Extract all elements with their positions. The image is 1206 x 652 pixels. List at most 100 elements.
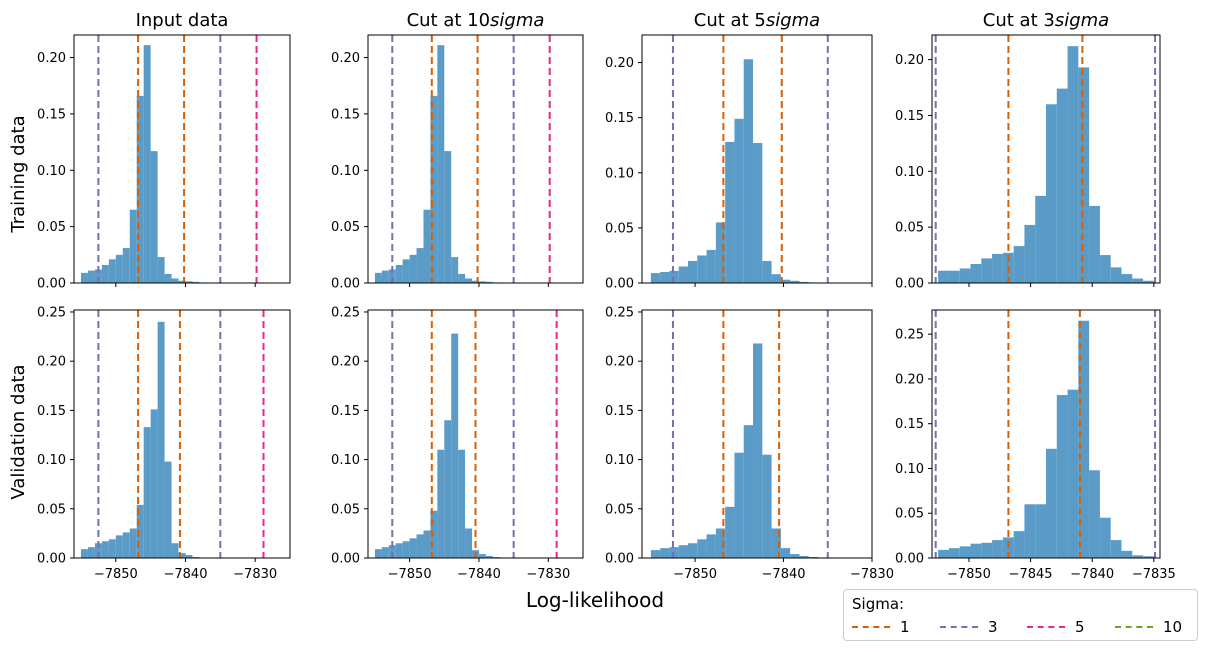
histogram-bar <box>101 541 109 558</box>
histogram-bar <box>1110 267 1122 283</box>
histogram-bar <box>115 535 123 558</box>
histogram-bar <box>185 281 193 283</box>
row-label-validation: Validation data <box>8 364 29 499</box>
y-tick-label: 0.10 <box>37 164 66 179</box>
y-tick-label: 0.10 <box>895 462 924 477</box>
histogram-bar <box>981 258 993 283</box>
histogram-bar <box>650 273 661 283</box>
histogram-bar <box>790 280 800 283</box>
histogram-bar <box>374 272 382 283</box>
histogram-bar <box>122 248 130 283</box>
histogram-bar <box>970 264 982 283</box>
histogram-bar <box>734 118 744 283</box>
histogram-bar <box>185 555 193 558</box>
histogram-bar <box>1089 205 1100 283</box>
histogram-bar <box>416 248 424 283</box>
histogram-bar <box>660 548 670 558</box>
legend-title: Sigma: <box>852 595 905 613</box>
histogram-bar <box>150 409 158 558</box>
histogram-bar <box>1056 88 1068 284</box>
histogram-bar <box>395 264 403 283</box>
histogram-bar <box>485 556 493 558</box>
x-tick-label: −7830 <box>850 567 894 582</box>
histogram-bar <box>388 545 396 558</box>
y-tick-label: 0.15 <box>37 404 66 419</box>
histogram-bar <box>122 532 130 558</box>
subplot-r1-c2: 0.00 0.05 0.10 0.15 0.20 0.25 −7850 −7840 −7830 <box>605 305 894 582</box>
histogram-bar <box>171 543 179 558</box>
subplot-title: Cut at 5sigma <box>694 10 820 31</box>
y-tick-label: 0.00 <box>605 277 634 292</box>
y-tick-label: 0.00 <box>37 277 66 292</box>
histogram-bar <box>87 547 95 558</box>
histogram-bar <box>938 549 949 558</box>
y-tick-label: 0.00 <box>895 552 924 567</box>
y-tick-label: 0.10 <box>605 453 634 468</box>
histogram-bar <box>970 543 982 558</box>
y-tick-label: 0.05 <box>37 220 66 235</box>
y-tick-label: 0.05 <box>331 220 360 235</box>
histogram-bar <box>192 281 200 283</box>
histogram-bar <box>725 506 735 558</box>
histogram-bar <box>451 333 459 558</box>
x-tick-label: −7830 <box>233 567 277 582</box>
histogram-bar <box>164 461 172 558</box>
histogram-bar <box>458 273 466 283</box>
histogram-bar <box>992 540 1003 558</box>
histogram-bar <box>1099 517 1111 558</box>
histogram-bar <box>458 449 466 558</box>
histogram-bar <box>1089 470 1100 558</box>
axes-frame <box>931 309 1161 559</box>
histogram-bar <box>706 534 716 558</box>
histogram-bar <box>715 528 726 558</box>
histogram-bar <box>790 554 800 558</box>
axes-frame <box>641 309 873 559</box>
histogram-bar <box>430 510 438 558</box>
histogram-bar <box>108 259 116 283</box>
histogram-bar <box>465 278 473 283</box>
histogram-bar <box>743 425 754 558</box>
histogram-bar <box>981 542 993 558</box>
histogram-bar <box>164 273 172 283</box>
histogram-bar <box>129 209 137 283</box>
histogram-bar <box>753 143 763 283</box>
histogram-bar <box>1013 531 1025 558</box>
y-tick-label: 0.10 <box>605 166 634 181</box>
histogram-bar <box>771 274 781 283</box>
histogram-bar <box>444 420 452 558</box>
histogram-bar <box>115 254 123 283</box>
histogram-bar <box>948 548 960 558</box>
histogram-bar <box>381 270 389 283</box>
y-tick-label: 0.20 <box>37 51 66 66</box>
histogram-bar <box>678 545 688 558</box>
histogram-bar <box>485 281 493 283</box>
histogram-bar <box>1121 274 1133 283</box>
histogram-bar <box>938 270 949 283</box>
subplot-title: Cut at 10sigma <box>407 10 545 31</box>
subplot-title: Cut at 3sigma <box>983 10 1109 31</box>
histogram-bar <box>478 554 486 558</box>
x-tick-label: −7840 <box>1070 567 1114 582</box>
y-tick-label: 0.05 <box>605 502 634 517</box>
histogram-bar <box>706 249 716 283</box>
histogram-bar <box>697 539 707 558</box>
y-tick-label: 0.15 <box>331 404 360 419</box>
legend: Sigma: 1 3 5 10 <box>843 589 1198 641</box>
y-tick-label: 0.05 <box>331 502 360 517</box>
histogram-bar <box>430 95 438 283</box>
x-tick-label: −7850 <box>673 567 717 582</box>
histogram-bar <box>959 268 971 283</box>
legend-entry-sigma-10: 10 <box>1115 618 1182 636</box>
y-tick-label: 0.20 <box>605 56 634 71</box>
legend-swatch-sigma-5 <box>1027 626 1065 628</box>
y-tick-label: 0.20 <box>331 51 360 66</box>
histogram-bar <box>409 254 417 283</box>
x-tick-label: −7850 <box>94 567 138 582</box>
y-tick-label: 0.20 <box>895 372 924 387</box>
histogram-bar <box>780 279 791 283</box>
y-tick-label: 0.15 <box>895 109 924 124</box>
y-tick-label: 0.00 <box>331 277 360 292</box>
histogram-bar <box>753 343 763 558</box>
y-tick-label: 0.10 <box>37 453 66 468</box>
subplot-r0-c0: 0.00 0.05 0.10 0.15 0.20 Input data <box>37 10 291 292</box>
